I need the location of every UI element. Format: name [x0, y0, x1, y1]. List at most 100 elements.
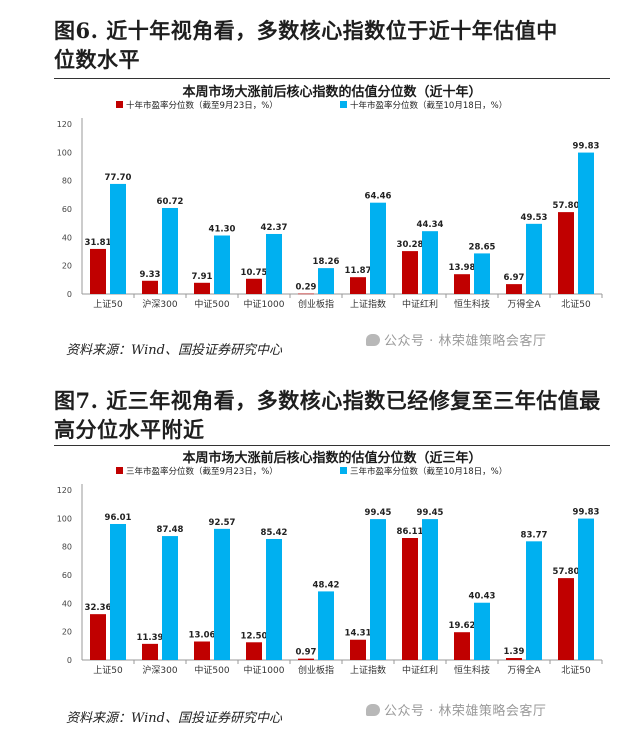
chart-1-data-label-sep23-6: 86.11 — [397, 527, 424, 537]
chart-0-bar-oct18-1 — [162, 207, 178, 294]
chart-0-data-label-sep23-2: 7.91 — [192, 272, 213, 282]
chart-1-data-label-sep23-5: 14.31 — [345, 629, 372, 639]
chart-1-bar-oct18-0 — [110, 523, 126, 660]
chart-0-category-label-5: 上证指数 — [350, 298, 386, 310]
chart-0-bar-oct18-9 — [578, 152, 594, 294]
figure-6-rule — [54, 78, 610, 79]
chart-1-data-label-oct18-6: 99.45 — [417, 508, 444, 518]
chart-0-y-tick-label: 20 — [62, 262, 72, 271]
chart-1-bar-oct18-2 — [214, 528, 230, 660]
chart-1-data-label-sep23-3: 12.50 — [241, 631, 268, 641]
chart-1-data-label-oct18-0: 96.01 — [105, 513, 132, 523]
figure-7-rule — [54, 445, 610, 446]
chart-0-legend-swatch-0 — [116, 101, 123, 108]
chart-0-data-label-oct18-8: 49.53 — [521, 213, 548, 223]
chart-1-y-tick-label: 100 — [57, 514, 72, 523]
chart-0-data-label-sep23-0: 31.81 — [85, 238, 112, 248]
chart-0-bar-sep23-3 — [246, 278, 262, 294]
chart-0-bar-oct18-4 — [318, 268, 334, 294]
chart-0-category-label-3: 中证1000 — [244, 298, 285, 310]
chart-0-bar-oct18-6 — [422, 231, 438, 294]
chart-0-y-tick-label: 40 — [62, 233, 72, 242]
chart-1-y-tick-label: 80 — [62, 543, 72, 552]
figure-7-source: 资料来源：Wind、国投证券研究中心 — [66, 711, 282, 726]
chart-0-data-label-sep23-3: 10.75 — [241, 268, 268, 278]
chart-1-legend-label-0: 三年市盈率分位数（截至9月23日，%） — [126, 466, 278, 477]
chart-1-legend-swatch-0 — [116, 467, 123, 474]
chart-0-category-label-0: 上证50 — [93, 299, 123, 310]
chart-0-title: 本周市场大涨前后核心指数的估值分位数（近十年） — [182, 84, 481, 100]
chart-0-data-label-sep23-9: 57.80 — [553, 201, 580, 211]
chart-1-title: 本周市场大涨前后核心指数的估值分位数（近三年） — [182, 450, 481, 466]
chart-0-data-label-sep23-5: 11.87 — [345, 266, 372, 276]
chart-0-bar-oct18-5 — [370, 202, 386, 294]
figure-6-watermark: 公众号 · 林荣雄策略会客厅 — [366, 330, 546, 349]
figure-7-heading-line-1: 图7. 近三年视角看，多数核心指数已经修复至三年估值最 — [54, 388, 601, 413]
chart-1-legend-swatch-1 — [340, 467, 347, 474]
chart-0-bar-sep23-1 — [142, 280, 158, 294]
chart-0-legend-label-1: 十年市盈率分位数（截至10月18日，%） — [350, 100, 507, 111]
chart-1-data-label-sep23-4: 0.97 — [296, 648, 317, 658]
chart-1-bar-oct18-7 — [474, 602, 490, 660]
chart-0-y-tick-label: 100 — [57, 148, 72, 157]
figure-6-heading-line-1: 图6. 近十年视角看，多数核心指数位于近十年估值中 — [54, 18, 558, 43]
chart-1-category-label-8: 万得全A — [507, 664, 541, 676]
chart-1-bar-oct18-9 — [578, 518, 594, 660]
chart-0-category-label-7: 恒生科技 — [454, 298, 490, 310]
chart-0-data-label-sep23-7: 13.98 — [449, 263, 476, 273]
chart-1-bar-oct18-1 — [162, 536, 178, 660]
chart-1-data-label-oct18-7: 40.43 — [469, 592, 496, 602]
chart-0-data-label-oct18-9: 99.83 — [573, 142, 600, 152]
chart-1-category-label-6: 中证红利 — [402, 664, 438, 676]
chart-1-data-label-oct18-5: 99.45 — [365, 508, 392, 518]
chart-three-year: 本周市场大涨前后核心指数的估值分位数（近三年）三年市盈率分位数（截至9月23日，… — [57, 450, 603, 676]
chart-0-y-tick-label: 80 — [62, 177, 72, 186]
chart-0-bar-oct18-0 — [110, 183, 126, 294]
chart-1-category-label-5: 上证指数 — [350, 664, 386, 676]
chart-0-bar-sep23-0 — [90, 248, 106, 294]
chart-1-bar-sep23-3 — [246, 642, 262, 660]
chart-0-data-label-oct18-7: 28.65 — [469, 242, 496, 252]
chart-1-bar-sep23-2 — [194, 641, 210, 660]
chart-1-category-label-9: 北证50 — [561, 665, 591, 676]
figure-6-source: 资料来源：Wind、国投证券研究中心 — [66, 343, 282, 358]
chart-0-bar-sep23-7 — [454, 274, 470, 294]
chart-1-data-label-sep23-8: 1.39 — [504, 647, 525, 657]
chart-1-data-label-sep23-7: 19.62 — [449, 621, 476, 631]
chart-0-y-tick-label: 120 — [57, 120, 72, 129]
chart-1-bar-sep23-6 — [402, 538, 418, 660]
chart-1-legend-label-1: 三年市盈率分位数（截至10月18日，%） — [350, 466, 507, 477]
chart-1-bar-oct18-4 — [318, 591, 334, 660]
chart-0-legend-swatch-1 — [340, 101, 347, 108]
chart-1-data-label-oct18-9: 99.83 — [573, 508, 600, 518]
chart-0-bar-sep23-6 — [402, 251, 418, 294]
chart-1-bar-sep23-5 — [350, 639, 366, 660]
chart-0-bar-sep23-5 — [350, 277, 366, 294]
chart-0-data-label-sep23-1: 9.33 — [140, 270, 161, 280]
chart-ten-year: 本周市场大涨前后核心指数的估值分位数（近十年）十年市盈率分位数（截至9月23日，… — [57, 84, 603, 310]
chart-0-category-label-4: 创业板指 — [298, 298, 334, 310]
chart-1-y-tick-label: 60 — [62, 571, 72, 580]
figure-6-heading: 图6. 近十年视角看，多数核心指数位于近十年估值中 位数水平 — [54, 16, 558, 74]
chart-1-bar-sep23-9 — [558, 578, 574, 660]
chart-0-data-label-oct18-4: 18.26 — [313, 257, 340, 267]
chart-0-data-label-oct18-2: 41.30 — [209, 224, 236, 234]
chart-0-bar-oct18-8 — [526, 223, 542, 294]
chart-1-data-label-oct18-2: 92.57 — [209, 518, 236, 528]
chart-0-data-label-oct18-0: 77.70 — [105, 173, 132, 183]
figure-6-heading-line-2: 位数水平 — [54, 47, 140, 72]
figure-7-watermark-text: 公众号 · 林荣雄策略会客厅 — [384, 704, 547, 719]
chart-0-data-label-oct18-3: 42.37 — [261, 223, 288, 233]
chart-1-bar-oct18-8 — [526, 541, 542, 660]
chart-1-y-tick-label: 0 — [67, 656, 72, 665]
chart-1-data-label-sep23-9: 57.80 — [553, 567, 580, 577]
chart-1-data-label-oct18-3: 85.42 — [261, 528, 288, 538]
chart-0-bar-sep23-8 — [506, 284, 522, 294]
chart-1-y-tick-label: 120 — [57, 486, 72, 495]
chart-0-data-label-oct18-5: 64.46 — [365, 192, 392, 202]
chart-1-bar-oct18-3 — [266, 538, 282, 660]
figure-7-heading-line-2: 高分位水平附近 — [54, 417, 205, 442]
chart-0-category-label-8: 万得全A — [507, 298, 541, 310]
chart-1-bar-sep23-1 — [142, 643, 158, 660]
chart-1-y-tick-label: 20 — [62, 628, 72, 637]
